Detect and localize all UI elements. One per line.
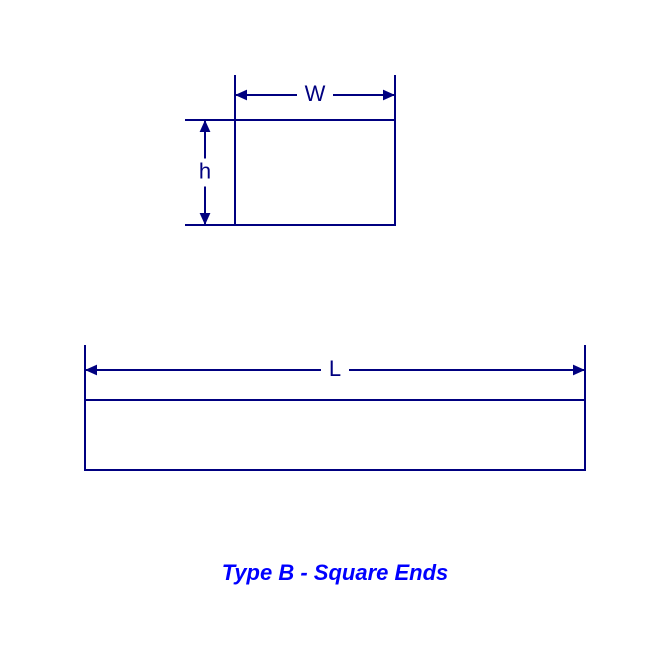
caption-text: Type B - Square Ends [0,560,670,586]
svg-text:L: L [329,356,341,381]
svg-text:h: h [199,158,211,183]
svg-text:W: W [305,81,326,106]
